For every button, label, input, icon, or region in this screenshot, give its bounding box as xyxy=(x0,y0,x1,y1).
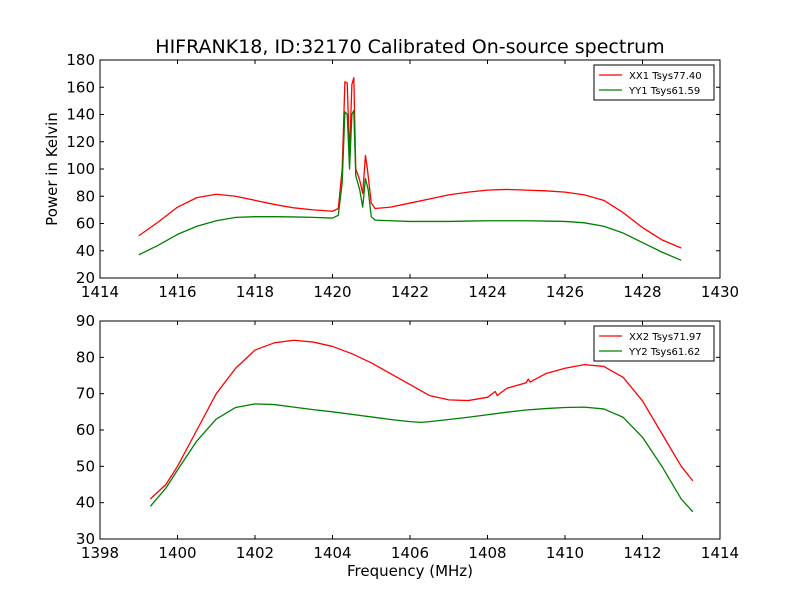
legend: XX1 Tsys77.40 YY1 Tsys61.59 xyxy=(593,64,715,101)
y-tick-label: 180 xyxy=(66,51,95,69)
series-line-2 xyxy=(149,403,694,513)
figure-title: HIFRANK18, ID:32170 Calibrated On-source… xyxy=(155,36,664,58)
y-tick-label: 20 xyxy=(76,269,95,287)
y-axis-label: Power in Kelvin xyxy=(43,112,61,226)
series-line-2 xyxy=(138,109,682,261)
legend-label-2: YY1 Tsys61.59 xyxy=(628,86,700,97)
x-tick-label: 1412 xyxy=(623,544,661,562)
legend-label-1: XX1 Tsys77.40 xyxy=(629,71,702,82)
y-tick-label: 60 xyxy=(76,421,95,439)
y-tick-label: 40 xyxy=(76,242,95,260)
y-tick-label: 60 xyxy=(76,215,95,233)
x-tick-label: 1418 xyxy=(236,283,274,301)
y-tick-label: 80 xyxy=(76,187,95,205)
x-tick-label: 1420 xyxy=(313,283,351,301)
series-line-1 xyxy=(149,339,694,500)
x-tick-label: 1414 xyxy=(701,544,739,562)
x-tick-label: 1400 xyxy=(158,544,196,562)
x-tick-label: 1408 xyxy=(468,544,506,562)
y-tick-label: 160 xyxy=(66,78,95,96)
legend-label-2: YY2 Tsys61.62 xyxy=(628,347,700,358)
y-tick-label: 80 xyxy=(76,348,95,366)
y-tick-label: 70 xyxy=(76,385,95,403)
x-tick-label: 1430 xyxy=(701,283,739,301)
y-tick-label: 30 xyxy=(76,530,95,548)
x-tick-label: 1422 xyxy=(391,283,429,301)
y-tick-label: 40 xyxy=(76,494,95,512)
legend: XX2 Tsys71.97 YY2 Tsys61.62 xyxy=(593,325,715,362)
legend-box xyxy=(593,325,715,362)
x-tick-label: 1406 xyxy=(391,544,429,562)
x-tick-label: 1424 xyxy=(468,283,506,301)
x-tick-label: 1404 xyxy=(313,544,351,562)
subplot-2: 1398 1400 1402 1404 1406 1408 1410 1412 1414 30 40… xyxy=(76,312,739,580)
series-line-1 xyxy=(138,77,682,249)
x-tick-label: 1428 xyxy=(623,283,661,301)
x-axis-label: Frequency (MHz) xyxy=(347,562,473,580)
x-tick-label: 1410 xyxy=(546,544,584,562)
legend-box xyxy=(593,64,715,101)
x-tick-label: 1398 xyxy=(81,544,119,562)
subplot-1: 1414 1416 1418 1420 1422 1424 1426 1428 1430 20 40… xyxy=(43,51,739,301)
y-tick-label: 50 xyxy=(76,457,95,475)
y-tick-label: 140 xyxy=(66,106,95,124)
x-tick-label: 1416 xyxy=(158,283,196,301)
x-tick-label: 1402 xyxy=(236,544,274,562)
legend-label-1: XX2 Tsys71.97 xyxy=(629,332,702,343)
y-tick-label: 90 xyxy=(76,312,95,330)
x-tick-label: 1426 xyxy=(546,283,584,301)
y-tick-label: 100 xyxy=(66,160,95,178)
y-tick-label: 120 xyxy=(66,133,95,151)
x-tick-label: 1414 xyxy=(81,283,119,301)
